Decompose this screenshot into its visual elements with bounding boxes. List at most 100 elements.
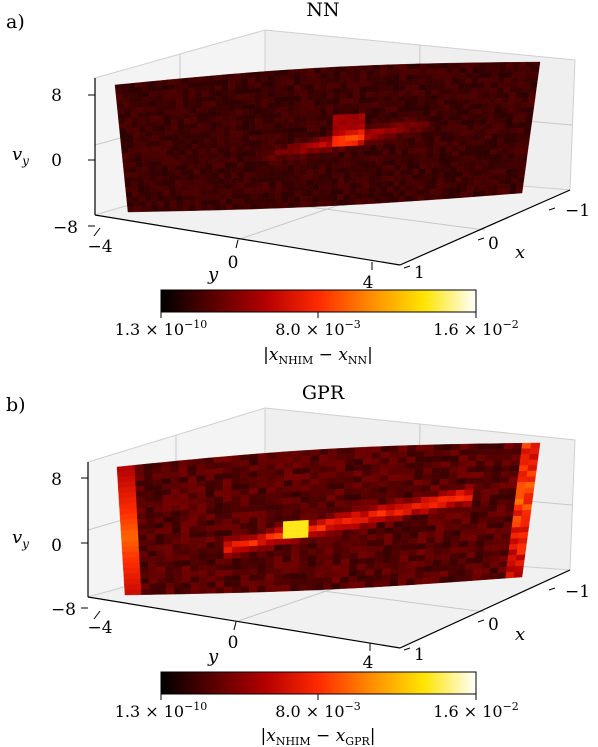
surface-cell [274, 532, 284, 540]
surface-cell [175, 195, 183, 202]
surface-cell [395, 148, 403, 155]
surface-cell [306, 169, 314, 176]
surface-cell [298, 584, 308, 591]
surface-cell [283, 491, 293, 499]
surface-cell [423, 565, 433, 573]
surface-cell [333, 524, 344, 531]
surface-cell [449, 177, 457, 184]
surface-cell [281, 127, 288, 135]
surface-cell [515, 137, 524, 144]
surface-cell [333, 541, 343, 549]
surface-cell [432, 73, 440, 80]
surface-cell [417, 531, 428, 539]
surface-cell [292, 473, 302, 481]
surface-cell [290, 578, 300, 586]
surface-cell [128, 513, 138, 521]
surface-cell [512, 515, 522, 523]
surface-cell [169, 460, 180, 468]
surface-cell [261, 86, 269, 94]
surface-cell [213, 204, 221, 211]
surface-cell [215, 547, 225, 554]
surface-cell [203, 132, 212, 139]
surface-cell [357, 557, 367, 565]
surface-cell [196, 497, 207, 505]
surface-cell [197, 127, 205, 134]
surface-cell [480, 175, 488, 182]
surface-cell [365, 569, 375, 577]
surface-cell [332, 130, 340, 137]
surface-cell [257, 568, 266, 576]
surface-cell [152, 130, 160, 137]
surface-cell [408, 549, 418, 557]
surface-cell [207, 576, 217, 583]
surface-cell [502, 454, 513, 461]
surface-cell [300, 508, 310, 516]
surface-cell [156, 180, 164, 187]
surface-cell [441, 125, 449, 132]
surface-cell [391, 550, 401, 558]
surface-cell [313, 120, 321, 128]
surface-cell [231, 540, 241, 548]
surface-cell [300, 110, 308, 118]
surface-cell [217, 147, 225, 154]
surface-cell [240, 488, 250, 496]
surface-cell [254, 97, 262, 105]
surface-cell [172, 543, 182, 551]
surface-cell [377, 123, 385, 130]
surface-cell [463, 93, 471, 100]
surface-cell [218, 173, 226, 180]
surface-cell [472, 129, 481, 136]
surface-cell [205, 502, 215, 510]
surface-cell [148, 85, 156, 92]
surface-cell [377, 112, 386, 119]
surface-cell [473, 119, 482, 126]
surface-cell [273, 567, 283, 575]
surface-cell [358, 113, 366, 120]
surface-cell [300, 484, 311, 492]
surface-cell [522, 87, 531, 93]
surface-cell [242, 135, 250, 142]
surface-cell [136, 97, 144, 104]
surface-cell [294, 175, 301, 182]
surface-cell [223, 558, 233, 565]
surface-cell [265, 527, 275, 535]
surface-cell [392, 85, 400, 92]
panel-b-vy-tick-label: 8 [51, 470, 62, 490]
surface-cell [492, 465, 503, 473]
panel-a-x-ticks: −1 0 1 [403, 201, 590, 283]
surface-cell [381, 175, 389, 183]
panel-a-colorbar-tick-label: 1.3 × 10−10 [115, 318, 208, 339]
surface-cell [144, 495, 155, 503]
surface-cell [486, 443, 497, 450]
surface-cell [168, 175, 176, 182]
surface-cell [214, 536, 224, 543]
surface-cell [353, 476, 363, 484]
surface-cell [294, 111, 302, 118]
surface-cell [119, 508, 129, 516]
surface-cell [181, 565, 191, 573]
surface-cell [287, 101, 295, 108]
surface-cell [301, 449, 312, 457]
surface-cell [163, 200, 171, 207]
surface-cell [319, 104, 328, 111]
surface-cell [388, 154, 396, 161]
surface-cell [428, 502, 439, 509]
surface-cell [385, 96, 393, 103]
surface-cell [142, 91, 150, 98]
surface-cell [520, 454, 530, 461]
surface-cell [331, 151, 339, 159]
surface-cell [312, 163, 320, 170]
surface-cell [228, 89, 236, 96]
surface-cell [300, 479, 311, 486]
surface-cell [373, 568, 383, 576]
surface-cell [394, 509, 404, 517]
surface-cell [434, 125, 443, 132]
surface-cell [268, 139, 276, 146]
surface-cell [497, 77, 506, 84]
surface-cell [316, 530, 326, 538]
surface-cell [359, 91, 367, 99]
surface-cell [426, 152, 434, 159]
surface-cell [315, 571, 325, 579]
surface-cell [224, 172, 232, 179]
surface-cell [325, 168, 333, 175]
